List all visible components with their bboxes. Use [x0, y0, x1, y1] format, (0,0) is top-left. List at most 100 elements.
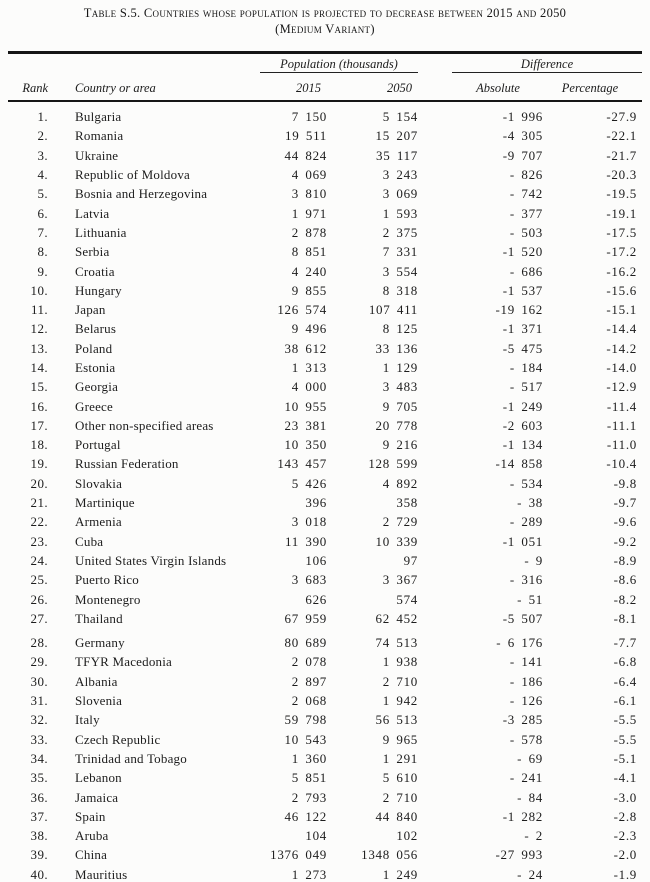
table-row: 31. Slovenia 2 068 1 942 - 126 -6.1	[8, 691, 642, 710]
country-cell: Aruba	[75, 828, 109, 844]
table-row: 11. Japan 126 574 107 411 -19 162 -15.1	[8, 300, 642, 319]
table-row: 33. Czech Republic 10 543 9 965 - 578 -5…	[8, 730, 642, 749]
percentage-difference-cell: -9.6	[613, 514, 637, 530]
population-2050-cell: 1 249	[382, 866, 418, 882]
table-row: 12. Belarus 9 496 8 125 -1 371 -14.4	[8, 320, 642, 339]
country-cell: Jamaica	[75, 789, 119, 805]
rank-cell: 33.	[30, 731, 48, 747]
absolute-difference-cell: - 184	[509, 360, 543, 375]
rank-cell: 38.	[30, 828, 48, 844]
percentage-difference-cell: -19.5	[606, 186, 637, 202]
population-2015-cell: 7 150	[291, 109, 327, 125]
population-2050-cell: 1 129	[382, 360, 418, 375]
rank-cell: 28.	[30, 635, 48, 651]
absolute-difference-cell: -14 858	[495, 456, 543, 472]
table-row: 14. Estonia 1 313 1 129 - 184 -14.0	[8, 358, 642, 377]
table-row: 4. Republic of Moldova 4 069 3 243 - 826…	[8, 165, 642, 184]
rank-cell: 26.	[30, 591, 48, 607]
percentage-difference-cell: -12.9	[606, 379, 637, 395]
table-row: 30. Albania 2 897 2 710 - 186 -6.4	[8, 672, 642, 691]
population-2015-cell: 1 313	[291, 360, 327, 375]
population-2050-cell: 35 117	[376, 147, 418, 163]
country-cell: Hungary	[75, 282, 122, 298]
country-cell: Albania	[75, 673, 118, 689]
rank-cell: 35.	[30, 770, 48, 786]
population-2050-cell: 15 207	[375, 128, 418, 144]
population-2050-cell: 2 729	[382, 514, 418, 530]
population-2050-cell: 3 069	[382, 186, 418, 202]
absolute-difference-cell: - 241	[509, 770, 543, 786]
absolute-difference-cell: -1 134	[502, 437, 543, 453]
table-row: 29. TFYR Macedonia 2 078 1 938 - 141 -6.…	[8, 653, 642, 672]
table-row: 5. Bosnia and Herzegovina 3 810 3 069 - …	[8, 185, 642, 204]
percentage-difference-cell: -16.2	[606, 263, 637, 279]
population-decrease-table: Population (thousands) Difference Rank C…	[8, 51, 642, 882]
country-cell: Portugal	[75, 437, 121, 453]
population-2050-cell: 10 339	[375, 533, 418, 549]
population-2050-cell: 9 216	[382, 437, 418, 453]
absolute-difference-cell: -1 282	[502, 808, 543, 824]
country-cell: Greece	[75, 398, 113, 414]
absolute-difference-cell: - 826	[509, 167, 543, 183]
absolute-difference-cell: -1 249	[502, 398, 543, 414]
population-2050-cell: 1 593	[382, 205, 418, 221]
rank-cell: 27.	[30, 610, 48, 626]
rank-cell: 21.	[30, 495, 48, 511]
population-2050-cell: 62 452	[375, 610, 418, 626]
table-row: 32. Italy 59 798 56 513 -3 285 -5.5	[8, 711, 642, 730]
population-2015-cell: 4 069	[291, 167, 327, 183]
absolute-difference-cell: -5 475	[502, 340, 543, 356]
population-2015-cell: 38 612	[284, 340, 327, 356]
population-2015-cell: 1376 049	[270, 847, 327, 863]
country-cell: Republic of Moldova	[75, 167, 191, 183]
population-2050-cell: 8 318	[382, 282, 418, 298]
rank-cell: 1.	[37, 109, 48, 125]
population-2050-cell: 107 411	[368, 302, 418, 318]
absolute-difference-cell: - 534	[509, 475, 543, 491]
population-2050-cell: 3 367	[382, 572, 418, 588]
table-row: 7. Lithuania 2 878 2 375 - 503 -17.5	[8, 223, 642, 242]
percentage-difference-cell: -2.3	[613, 828, 637, 844]
percentage-difference-cell: -20.3	[606, 167, 637, 183]
absolute-difference-cell: -9 707	[502, 147, 543, 163]
population-2050-cell: 2 710	[382, 673, 418, 689]
percentage-difference-cell: -10.4	[606, 456, 637, 472]
country-cell: Puerto Rico	[75, 572, 139, 588]
population-2015-cell: 46 122	[284, 808, 327, 824]
table-row: 1. Bulgaria 7 150 5 154 -1 996 -27.9	[8, 108, 642, 127]
percentage-difference-cell: -11.0	[606, 437, 637, 453]
table-row: 20. Slovakia 5 426 4 892 - 534 -9.8	[8, 474, 642, 493]
country-cell: Georgia	[75, 379, 119, 395]
rank-cell: 29.	[30, 654, 48, 670]
percentage-difference-cell: -2.0	[613, 847, 637, 863]
population-2015-cell: 396	[305, 495, 327, 511]
absolute-difference-cell: - 2	[524, 828, 543, 844]
population-2050-cell: 2 710	[382, 789, 418, 805]
percentage-difference-cell: -15.6	[606, 282, 637, 298]
table-row: 36. Jamaica 2 793 2 710 - 84 -3.0	[8, 788, 642, 807]
country-cell: Trinidad and Tobago	[75, 750, 187, 766]
rank-cell: 6.	[37, 205, 48, 221]
absolute-difference-cell: -19 162	[495, 302, 543, 318]
percentage-difference-cell: -5.5	[613, 731, 637, 747]
population-2050-cell: 56 513	[375, 712, 418, 728]
column-header-row: Rank Country or area 2015 2050 Absolute …	[8, 73, 642, 102]
country-cell: Mauritius	[75, 866, 128, 882]
country-cell: China	[75, 847, 108, 863]
country-cell: Poland	[75, 340, 113, 356]
country-cell: Russian Federation	[75, 456, 179, 472]
population-2050-cell: 574	[396, 591, 418, 607]
absolute-difference-cell: -1 520	[502, 244, 543, 260]
population-2015-cell: 106	[305, 552, 327, 568]
column-header-country: Country or area	[75, 80, 156, 95]
population-2050-cell: 4 892	[382, 475, 418, 491]
table-row: 28. Germany 80 689 74 513 - 6 176 -7.7	[8, 634, 642, 653]
country-cell: Romania	[75, 128, 124, 144]
absolute-difference-cell: - 51	[517, 591, 543, 607]
country-cell: Germany	[75, 635, 125, 651]
population-2015-cell: 1 360	[291, 750, 327, 766]
rank-cell: 20.	[30, 475, 48, 491]
column-header-rank: Rank	[22, 80, 48, 95]
rank-cell: 2.	[37, 128, 48, 144]
